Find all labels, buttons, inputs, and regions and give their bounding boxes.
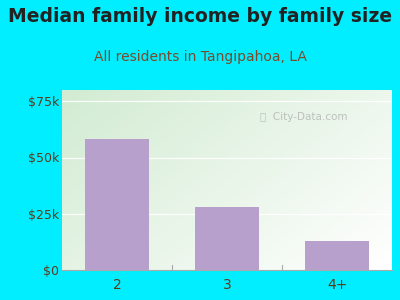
Bar — [305, 241, 369, 270]
Text: Median family income by family size: Median family income by family size — [8, 8, 392, 26]
Text: All residents in Tangipahoa, LA: All residents in Tangipahoa, LA — [94, 50, 306, 64]
Text: ⓘ  City-Data.com: ⓘ City-Data.com — [260, 112, 348, 122]
Bar — [195, 207, 259, 270]
Bar — [85, 140, 149, 270]
